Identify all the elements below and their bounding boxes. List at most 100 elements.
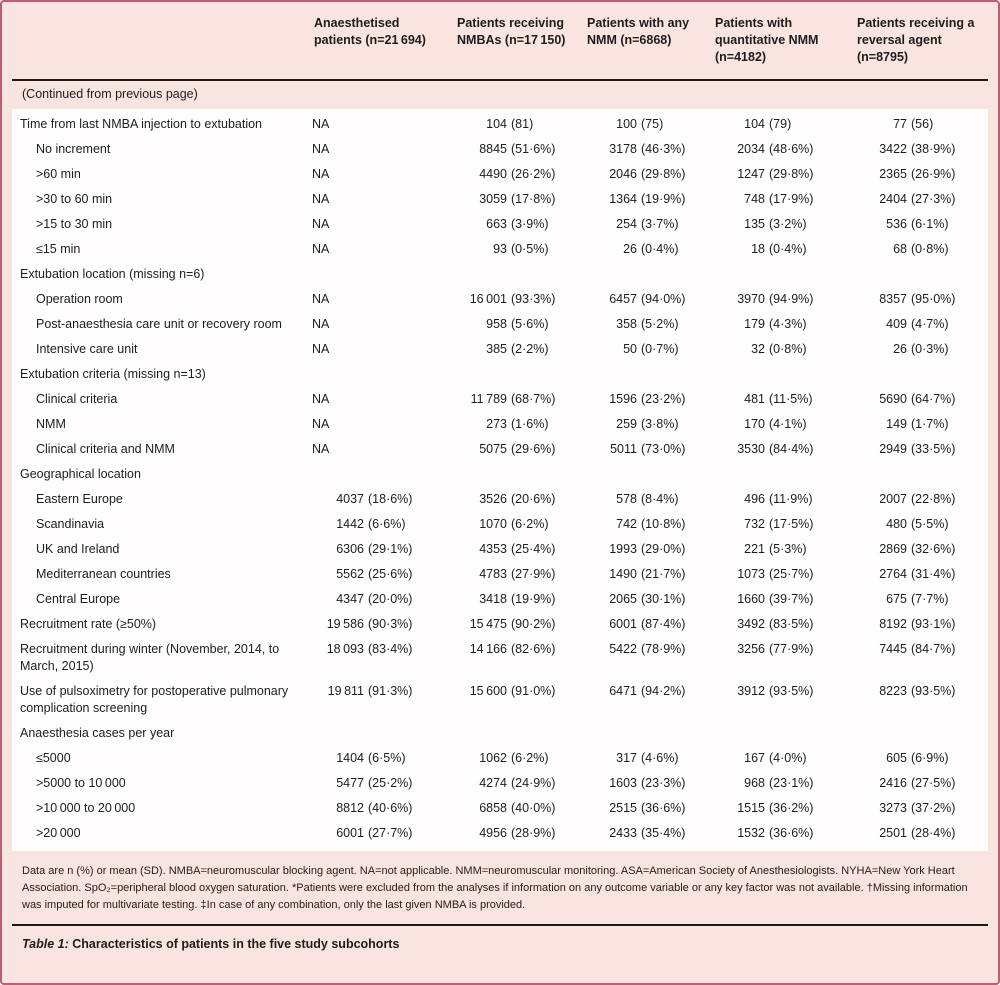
row-label: >15 to 30 min [36,217,113,231]
cell-percentage: (93·5%) [769,684,814,698]
cell-value: NA [312,141,455,158]
row-label: >30 to 60 min [36,192,113,206]
cell-percentage: (3·7%) [641,217,679,231]
cell-percentage: (94·0%) [641,292,686,306]
cell-value: NA [312,216,455,233]
cell-value: 8812 (40·6%) [312,800,455,817]
cell-number: 6471 [609,684,637,698]
cell-percentage: (5·6%) [511,317,549,331]
cell-percentage: (19·9%) [511,592,556,606]
cell-percentage: (18·6%) [368,492,413,506]
cell-number: 6001 [609,617,637,631]
cell-number: 50 [623,342,637,356]
cell-number: 742 [616,517,637,531]
cell-number: 18 093 [326,642,364,656]
cell-percentage: (29·8%) [641,167,686,181]
cell-percentage: (0·7%) [641,342,679,356]
cell-percentage: (0·4%) [641,242,679,256]
cell-percentage: (26·2%) [511,167,556,181]
cell-percentage: (4·7%) [911,317,949,331]
cell-value: 19 811 (91·3%) [312,683,455,700]
cell-percentage: (27·5%) [911,776,956,790]
na-value: NA [312,167,330,181]
cell-value: 3492 (83·5%) [713,616,855,633]
cell-percentage: (3·2%) [769,217,807,231]
cell-value: 1062 (6·2%) [455,750,585,767]
cell-value: 1993 (29·0%) [585,541,713,558]
cell-value: 536 (6·1%) [855,216,982,233]
cell-value: 1596 (23·2%) [585,391,713,408]
table-row: Recruitment during winter (November, 201… [20,637,982,679]
na-value: NA [312,417,330,431]
cell-number: 4353 [479,542,507,556]
row-label: Intensive care unit [36,342,138,356]
na-value: NA [312,142,330,156]
cell-number: 536 [886,217,907,231]
cell-percentage: (23·2%) [641,392,686,406]
cell-value: 3422 (38·9%) [855,141,982,158]
cell-percentage: (56) [911,117,934,131]
cell-number: 8192 [879,617,907,631]
cell-percentage: (0·5%) [511,242,549,256]
column-header: Patients receiving a reversal agent (n=8… [857,16,975,64]
row-label: >20 000 [36,826,81,840]
cell-number: 5477 [336,776,364,790]
cell-value: 2404 (27·3%) [855,191,982,208]
continued-note: (Continued from previous page) [22,87,198,101]
cell-value: 1515 (36·2%) [713,800,855,817]
cell-value: NA [312,316,455,333]
cell-value: 170 (4·1%) [713,416,855,433]
cell-percentage: (24·9%) [511,776,556,790]
column-header: Patients receiving NMBAs (n=17 150) [457,16,566,47]
cell-percentage: (51·6%) [511,142,556,156]
cell-number: 2433 [609,826,637,840]
cell-number: 5690 [879,392,907,406]
cell-number: 259 [616,417,637,431]
row-label: Recruitment during winter (November, 201… [20,642,280,673]
cell-number: 77 [893,117,907,131]
cell-percentage: (11·9%) [769,492,813,506]
cell-number: 5562 [336,567,364,581]
cell-value: 5011 (73·0%) [585,441,713,458]
cell-percentage: (29·0%) [641,542,686,556]
cell-number: 100 [616,117,637,131]
cell-value: 93 (0·5%) [455,241,585,258]
cell-percentage: (30·1%) [641,592,686,606]
cell-percentage: (64·7%) [911,392,956,406]
cell-percentage: (40·0%) [511,801,556,815]
table-row: NMM NA 273 (1·6%) 259 (3·8%) 170 (4·1%) 149 (1·7%… [20,412,982,437]
cell-value: NA [312,441,455,458]
cell-value: 480 (5·5%) [855,516,982,533]
cell-percentage: (1·6%) [511,417,549,431]
cell-number: 6001 [336,826,364,840]
table-row: Central Europe 4347 (20·0%) 3418 (19·9%) 2065… [20,587,982,612]
cell-number: 32 [751,342,765,356]
cell-percentage: (5·2%) [641,317,679,331]
table-row: >15 to 30 min NA 663 (3·9%) 254 (3·7%) 135 (3·2… [20,212,982,237]
cell-percentage: (75) [641,117,664,131]
cell-number: 7445 [879,642,907,656]
cell-number: 2416 [879,776,907,790]
cell-value: 4490 (26·2%) [455,166,585,183]
cell-value: 14 166 (82·6%) [455,641,585,658]
cell-percentage: (28·9%) [511,826,556,840]
cell-number: 3912 [737,684,765,698]
row-label: >10 000 to 20 000 [36,801,136,815]
cell-value: 4783 (27·9%) [455,566,585,583]
cell-percentage: (87·4%) [641,617,686,631]
cell-number: 663 [486,217,507,231]
cell-percentage: (0·8%) [769,342,807,356]
cell-percentage: (36·6%) [769,826,814,840]
cell-number: 2949 [879,442,907,456]
cell-number: 3256 [737,642,765,656]
column-header: Patients with any NMM (n=6868) [587,16,690,47]
cell-value: 6001 (87·4%) [585,616,713,633]
cell-number: 167 [744,751,765,765]
cell-percentage: (73·0%) [641,442,686,456]
cell-value: 26 (0·4%) [585,241,713,258]
cell-value: 2007 (22·8%) [855,491,982,508]
table-row: UK and Ireland 6306 (29·1%) 4353 (25·4%) 1993… [20,537,982,562]
cell-value: 358 (5·2%) [585,316,713,333]
table-row: Use of pulsoximetry for postoperative pu… [20,679,982,721]
cell-number: 68 [893,242,907,256]
